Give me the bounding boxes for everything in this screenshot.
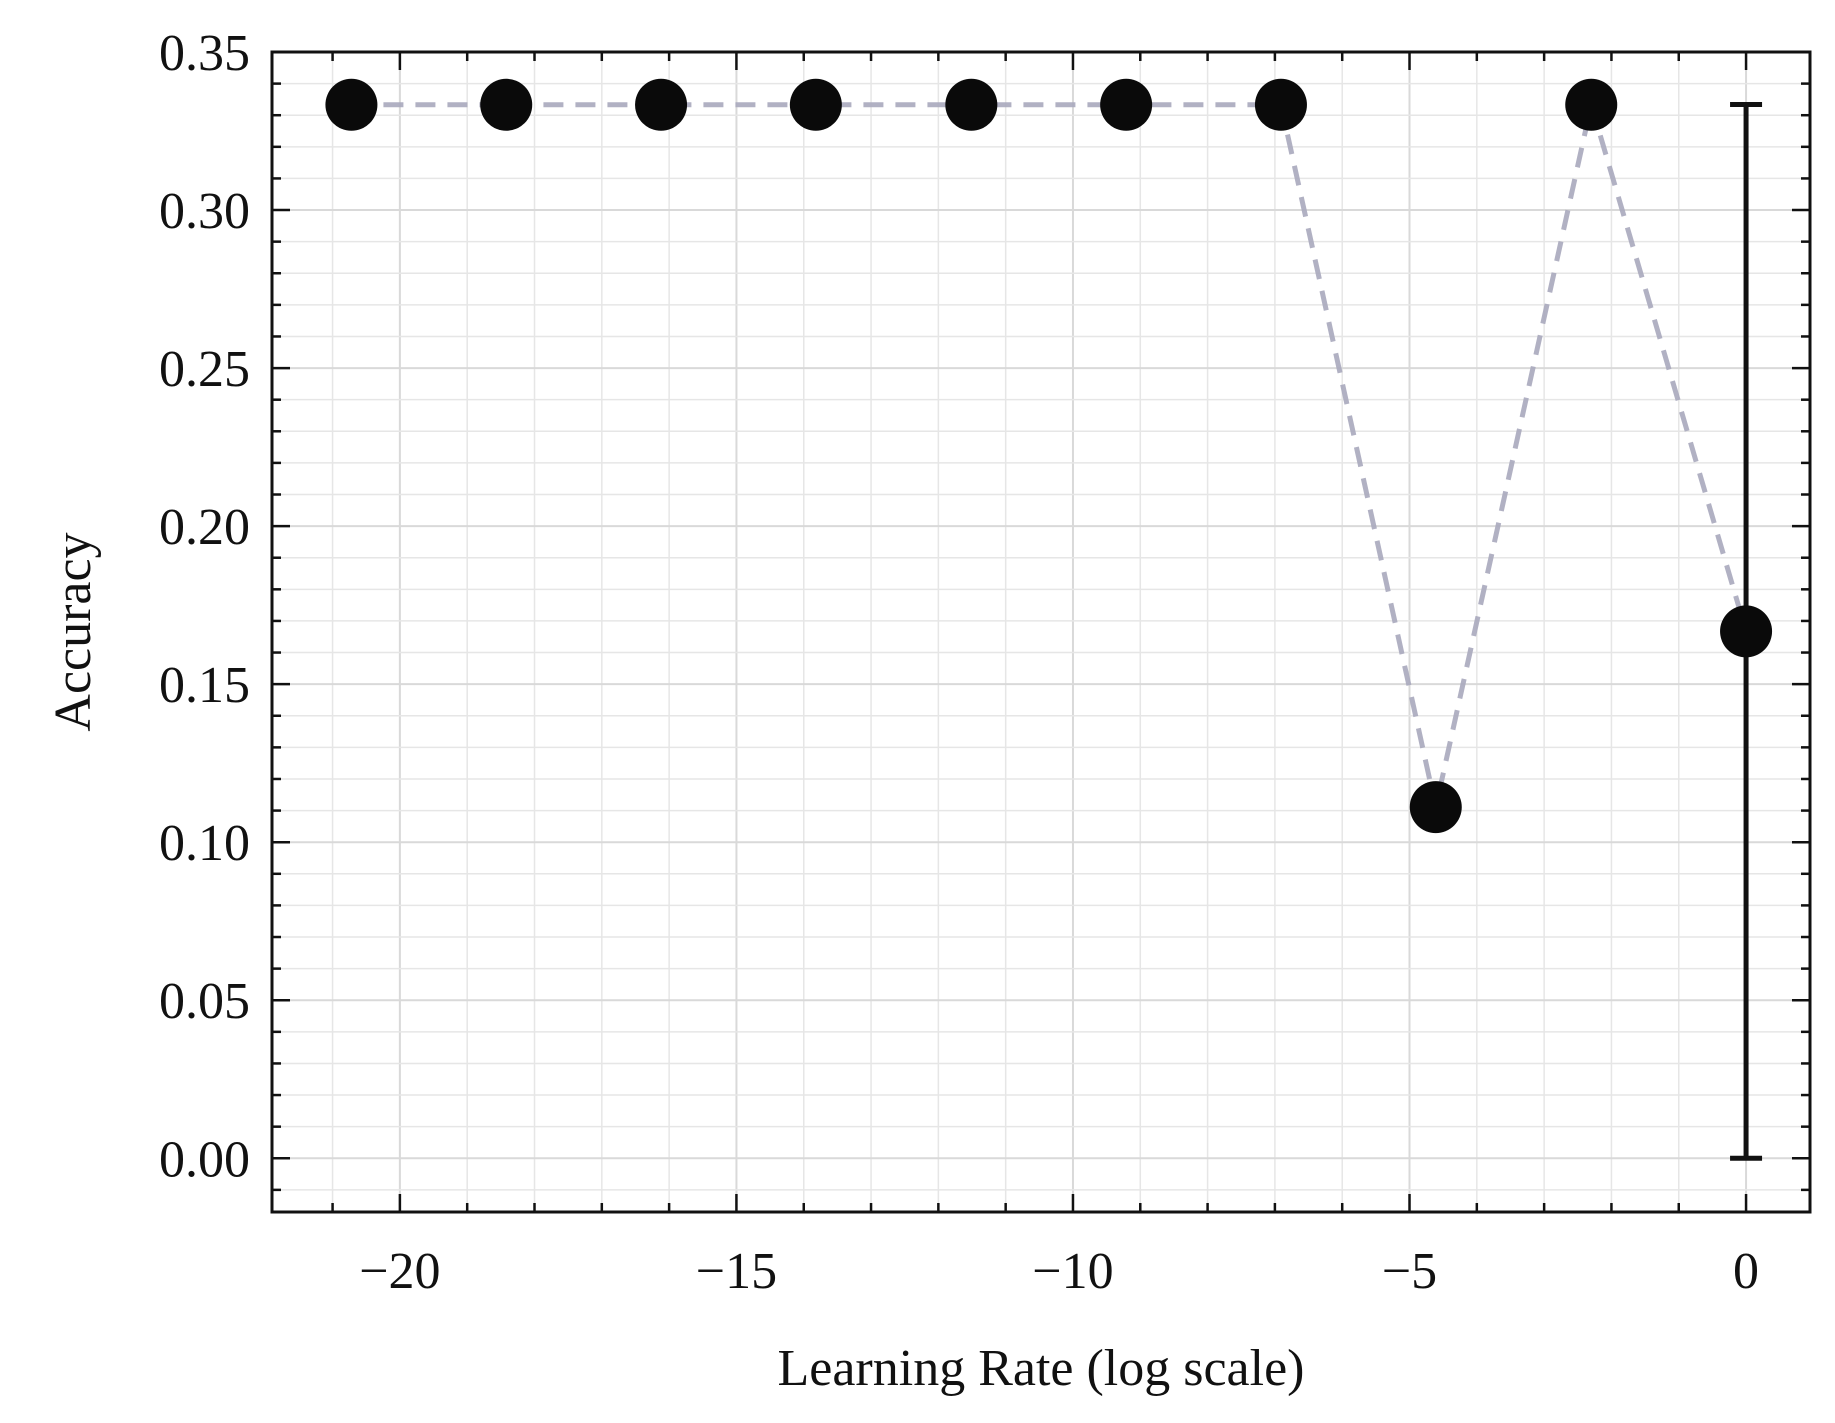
y-tick-label: 0.20	[159, 499, 250, 556]
data-point	[1720, 605, 1773, 658]
data-series	[325, 78, 1773, 1161]
data-point	[1565, 78, 1618, 131]
grid	[272, 51, 1810, 1212]
data-point	[789, 78, 842, 131]
x-tick-label: −15	[696, 1243, 777, 1300]
series-line	[351, 102, 1749, 808]
data-point	[480, 78, 533, 131]
tick-labels: −20 −15 −10 −5 0 0.00 0.05 0.10 0.15 0.20 0.25 0.30…	[159, 25, 1759, 1300]
y-tick-label: 0.00	[159, 1131, 250, 1188]
data-point	[1254, 78, 1307, 131]
x-tick-label: −10	[1032, 1243, 1113, 1300]
plot-frame	[270, 50, 1812, 1214]
data-point	[635, 78, 688, 131]
x-tick-label: 0	[1733, 1243, 1759, 1300]
data-point	[1409, 781, 1462, 834]
y-tick-label: 0.10	[159, 815, 250, 872]
y-axis-title: Accuracy	[45, 532, 102, 731]
y-tick-label: 0.25	[159, 341, 250, 398]
x-tick-label: −5	[1382, 1243, 1437, 1300]
data-point	[1100, 78, 1153, 131]
data-point	[945, 78, 998, 131]
y-tick-label: 0.15	[159, 657, 250, 714]
y-tick-label: 0.30	[159, 183, 250, 240]
y-tick-label: 0.35	[159, 25, 250, 82]
x-tick-label: −20	[359, 1243, 440, 1300]
data-point	[325, 78, 378, 131]
y-tick-label: 0.05	[159, 973, 250, 1030]
x-axis-title: Learning Rate (log scale)	[778, 1340, 1305, 1397]
